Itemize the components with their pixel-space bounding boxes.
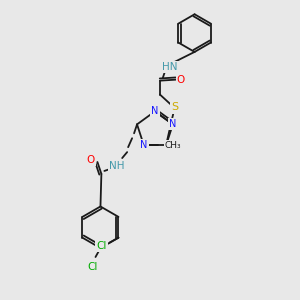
Text: N: N	[140, 140, 148, 150]
Text: S: S	[171, 102, 178, 112]
Text: CH₃: CH₃	[165, 141, 181, 150]
Text: O: O	[177, 75, 185, 85]
Text: Cl: Cl	[87, 262, 98, 272]
Text: HN: HN	[162, 62, 178, 72]
Text: NH: NH	[110, 161, 125, 171]
Text: Cl: Cl	[97, 241, 107, 250]
Text: N: N	[151, 106, 159, 116]
Text: N: N	[169, 119, 176, 129]
Text: O: O	[86, 155, 94, 165]
